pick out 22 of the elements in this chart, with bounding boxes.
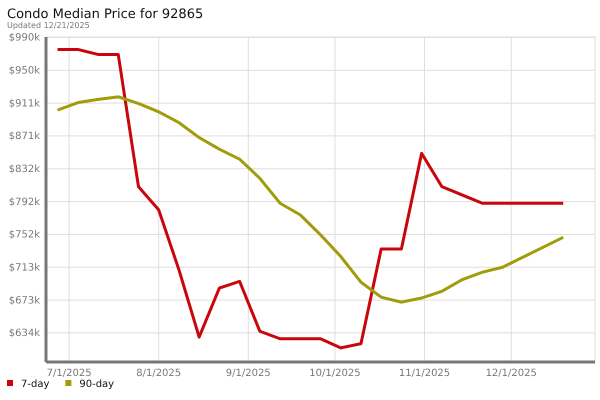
y-tick-label: $752k bbox=[8, 230, 40, 241]
y-tick-label: $792k bbox=[8, 196, 40, 208]
x-tick-label: 12/1/2025 bbox=[486, 368, 537, 380]
x-tick-label: 8/1/2025 bbox=[136, 368, 182, 380]
x-tick-label: 9/1/2025 bbox=[226, 368, 271, 380]
chart-title: Condo Median Price for 92865 bbox=[7, 7, 204, 22]
legend-label: 7-day bbox=[21, 379, 50, 390]
x-tick-label: 11/1/2025 bbox=[398, 368, 450, 380]
legend-label: 90-day bbox=[79, 379, 114, 390]
y-tick-label: $832k bbox=[8, 164, 40, 175]
y-tick-label: $713k bbox=[8, 262, 40, 274]
y-tick-label: $871k bbox=[8, 131, 40, 142]
y-tick-label: $634k bbox=[8, 328, 40, 340]
line-series bbox=[56, 48, 565, 350]
chart-subtitle: Updated 12/21/2025 bbox=[7, 21, 90, 30]
y-tick-label: $950k bbox=[8, 65, 40, 76]
y-tick-label: $673k bbox=[8, 295, 40, 306]
x-tick-label: 10/1/2025 bbox=[309, 368, 361, 380]
y-tick-label: $990k bbox=[8, 32, 40, 44]
y-tick-label: $911k bbox=[8, 98, 40, 110]
line-series bbox=[56, 95, 565, 304]
x-tick-label: 7/1/2025 bbox=[46, 368, 92, 380]
